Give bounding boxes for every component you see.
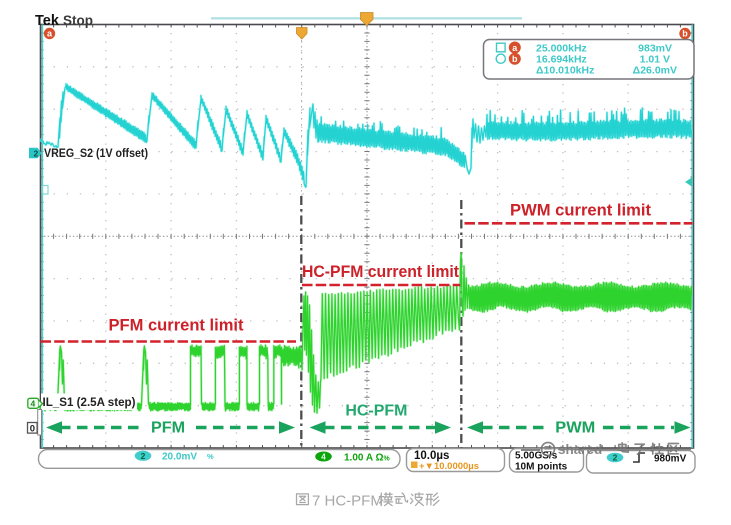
svg-text:PWM: PWM xyxy=(555,420,595,437)
svg-text:980mV: 980mV xyxy=(654,453,687,464)
svg-text:HC-PFM current limit: HC-PFM current limit xyxy=(302,262,459,281)
svg-text:IL_S1 (2.5A step): IL_S1 (2.5A step) xyxy=(43,397,136,409)
svg-text:HC-PFM: HC-PFM xyxy=(345,403,407,420)
svg-text:4: 4 xyxy=(31,399,36,409)
svg-text:Tek: Tek xyxy=(35,13,60,29)
svg-text:VREG_S2 (1V offset): VREG_S2 (1V offset) xyxy=(44,148,148,160)
svg-text:b: b xyxy=(682,29,688,39)
svg-text:1.01 V: 1.01 V xyxy=(640,54,670,66)
svg-text:983mV: 983mV xyxy=(638,42,672,54)
svg-text:2: 2 xyxy=(34,149,39,159)
svg-text:Δ26.0mV: Δ26.0mV xyxy=(633,65,677,77)
svg-text:PWM current limit: PWM current limit xyxy=(510,201,651,220)
svg-text:b: b xyxy=(512,54,518,64)
svg-text:2: 2 xyxy=(141,451,146,461)
svg-text:5.00GS/s: 5.00GS/s xyxy=(515,450,558,461)
svg-text:10.0µs: 10.0µs xyxy=(414,450,449,462)
svg-text:7 HC-PFM: 7 HC-PFM xyxy=(312,493,383,510)
svg-text:PFM current limit: PFM current limit xyxy=(109,316,244,335)
svg-text:2: 2 xyxy=(613,453,618,463)
svg-text:1.00 A Ω%: 1.00 A Ω% xyxy=(344,452,391,463)
svg-text:Δ10.010kHz: Δ10.010kHz xyxy=(536,65,594,77)
svg-text:Stop: Stop xyxy=(63,13,93,28)
svg-text:0: 0 xyxy=(30,423,35,434)
svg-text:20.0mV: 20.0mV xyxy=(162,451,197,462)
svg-text:16.694kHz: 16.694kHz xyxy=(536,54,587,66)
svg-text:10M points: 10M points xyxy=(515,461,568,472)
svg-text:%: % xyxy=(207,452,214,461)
svg-text:PFM: PFM xyxy=(151,420,185,437)
svg-text:a: a xyxy=(47,29,53,39)
svg-text:+▼10.0000µs: +▼10.0000µs xyxy=(419,461,479,472)
svg-text:25.000kHz: 25.000kHz xyxy=(536,42,587,54)
svg-text:a: a xyxy=(512,43,518,53)
svg-text:4: 4 xyxy=(321,452,326,462)
